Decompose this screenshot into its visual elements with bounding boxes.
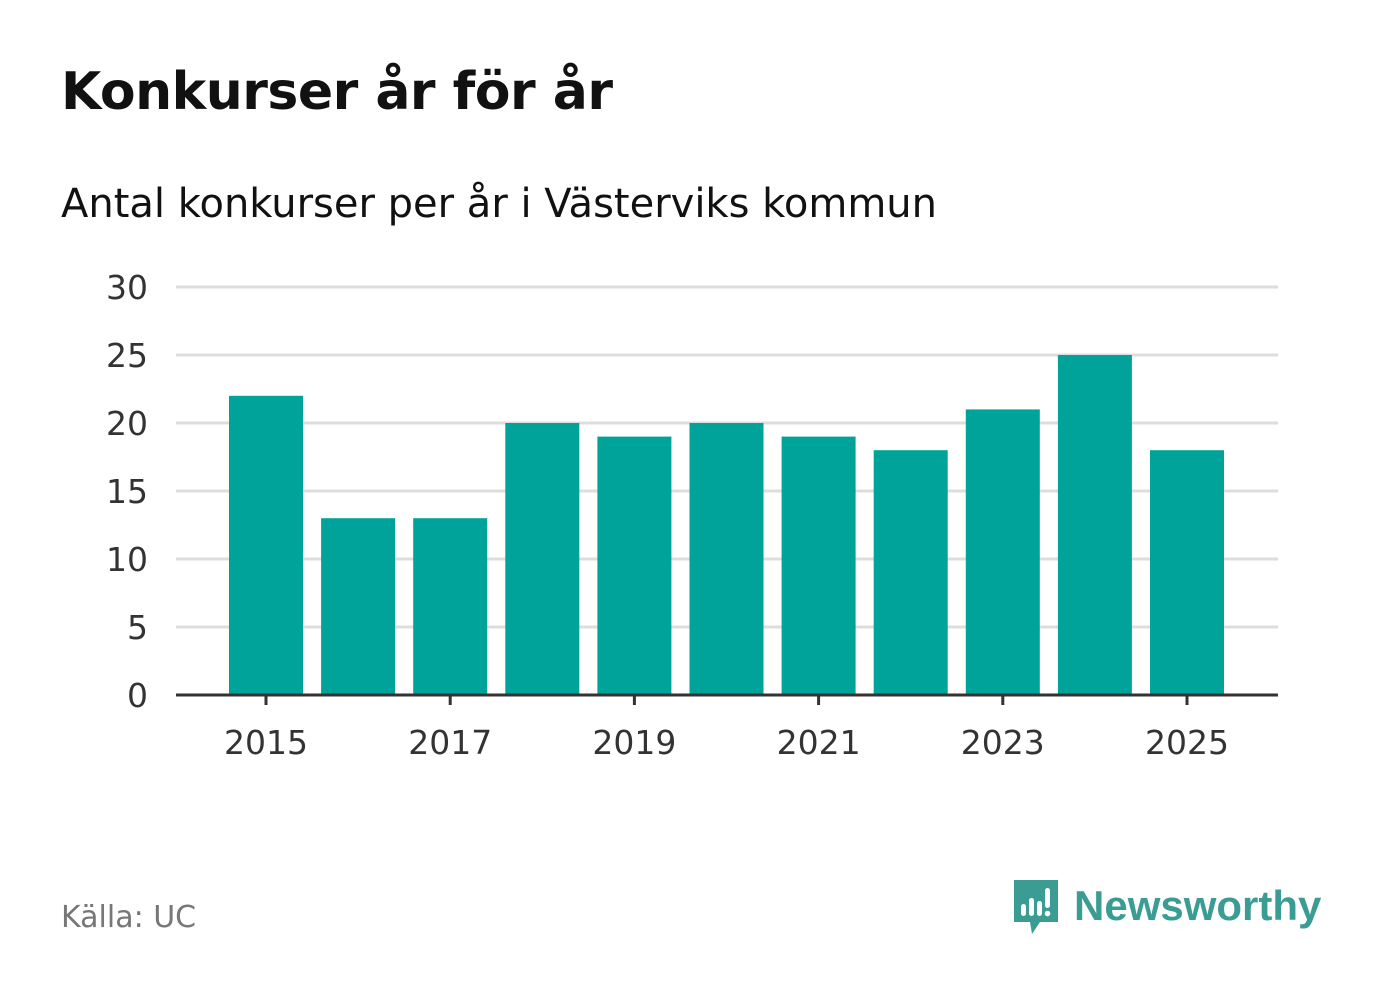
x-axis-tick-labels: 2015 2017 2019 2021 2023 2025 <box>224 723 1229 762</box>
source-note: Källa: UC <box>61 900 197 935</box>
bar-2023 <box>965 409 1040 695</box>
chart-title: Konkurser år för år <box>61 62 613 122</box>
bar-2016 <box>321 518 396 695</box>
bar-2015 <box>229 395 303 695</box>
bar-2022 <box>873 450 948 695</box>
bar-2020 <box>689 423 764 695</box>
bars <box>229 355 1224 695</box>
y-tick-label: 15 <box>106 472 148 511</box>
y-tick-label: 10 <box>106 540 148 579</box>
x-tick-label: 2017 <box>408 723 492 762</box>
bar-2018 <box>505 423 580 695</box>
brand-name: Newsworthy <box>1074 882 1322 929</box>
x-tick-label: 2025 <box>1145 723 1229 762</box>
y-tick-label: 5 <box>127 608 148 647</box>
brand-logo: Newsworthy <box>1010 876 1321 936</box>
bar-2024 <box>1057 355 1132 695</box>
bar-2017 <box>413 518 488 695</box>
x-tick-label: 2019 <box>592 723 676 762</box>
bar-2025 <box>1150 450 1224 695</box>
bar-2019 <box>597 436 672 695</box>
newsworthy-logo-icon <box>1014 880 1058 934</box>
y-tick-label: 0 <box>127 676 148 715</box>
x-tick-label: 2021 <box>777 723 861 762</box>
x-axis <box>176 693 1278 705</box>
y-tick-label: 25 <box>106 336 148 375</box>
y-axis-tick-labels: 0 5 10 15 20 25 30 <box>106 268 148 715</box>
chart-subtitle: Antal konkurser per år i Västerviks komm… <box>61 181 937 227</box>
y-tick-label: 30 <box>106 268 148 307</box>
x-tick-label: 2015 <box>224 723 308 762</box>
x-tick-label: 2023 <box>961 723 1045 762</box>
bar-2021 <box>781 436 856 695</box>
y-tick-label: 20 <box>106 404 148 443</box>
